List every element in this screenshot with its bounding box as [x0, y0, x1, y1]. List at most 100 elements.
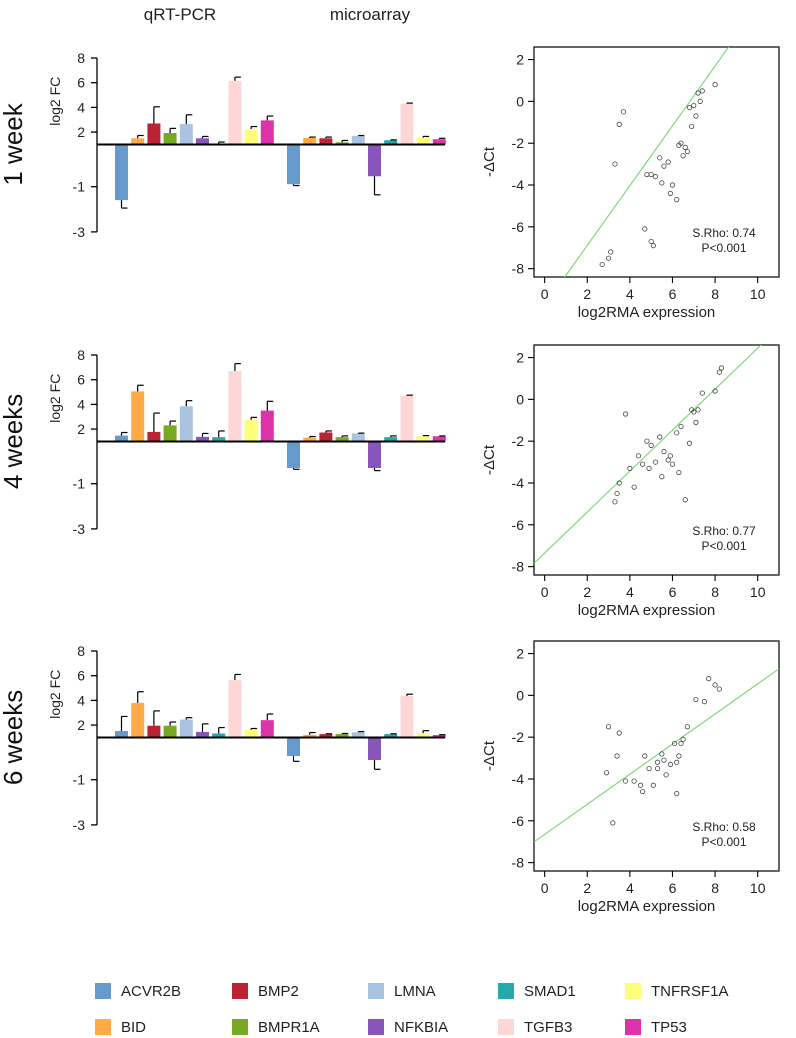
column-header-microarray: microarray — [330, 5, 411, 24]
x-tick-label: 4 — [626, 584, 634, 600]
scatter-point — [644, 438, 650, 444]
scatter-point — [614, 490, 620, 497]
scatter-point — [689, 407, 695, 413]
scatter-point — [667, 761, 673, 767]
bar — [432, 436, 446, 442]
scatter-point — [659, 180, 665, 186]
scatter-point — [716, 369, 722, 375]
scatter-point — [674, 430, 680, 436]
y-tick-label: 2 — [516, 646, 524, 662]
x-tick-label: 0 — [541, 880, 549, 896]
scatter-point — [680, 153, 686, 159]
x-axis-label: log2RMA expression — [578, 898, 716, 915]
scatter-point — [701, 699, 708, 705]
legend-swatch — [625, 983, 641, 999]
spearman-rho: S.Rho: 0.77 — [692, 524, 756, 538]
scatter-point — [637, 782, 644, 788]
bar — [244, 729, 258, 738]
row-title: 1 week — [0, 102, 28, 185]
scatter-point — [650, 243, 656, 249]
legend-swatch — [368, 983, 384, 999]
y-tick-label: -8 — [512, 855, 525, 871]
scatter-point — [686, 105, 693, 111]
row-title: 4 weeks — [0, 394, 28, 489]
legend-label: TGFB3 — [524, 1018, 573, 1036]
figure: qRT-PCR microarray 1 week log2 FC 8 6 4 2 -1 -3… — [0, 5, 780, 915]
legend-swatch — [95, 983, 111, 999]
y-tick-label: -4 — [512, 177, 525, 193]
scatter-point — [623, 778, 629, 784]
spearman-rho: S.Rho: 0.58 — [692, 820, 756, 834]
legend-swatch — [232, 983, 248, 999]
scatter-point — [697, 98, 703, 104]
y-tick-label: -4 — [512, 475, 525, 491]
y-tick-label: -8 — [512, 261, 525, 277]
scatter-point — [657, 155, 663, 161]
y-tick-label: -1 — [73, 772, 86, 788]
bar — [384, 140, 398, 145]
plot-frame — [533, 640, 780, 872]
scatter-point — [680, 736, 686, 742]
bar — [319, 138, 333, 145]
bar — [335, 142, 349, 145]
scatter-point — [674, 759, 680, 765]
scatter-point — [672, 740, 678, 747]
scatter-point — [612, 161, 618, 167]
y-tick-label: 8 — [77, 347, 85, 363]
bar — [335, 437, 349, 442]
y-tick-label: 0 — [516, 687, 524, 703]
x-tick-label: 4 — [626, 286, 634, 302]
legend-label: TNFRSF1A — [651, 982, 729, 1000]
x-tick-label: 6 — [669, 286, 677, 302]
scatter-point — [650, 782, 656, 788]
scatter-point — [665, 457, 671, 463]
y-tick-label: -4 — [512, 771, 525, 787]
y-tick-label: -6 — [512, 517, 525, 533]
scatter-point — [614, 753, 620, 759]
scatter-point — [695, 90, 701, 96]
scatter-point — [686, 440, 693, 446]
bar — [179, 124, 193, 145]
bar — [335, 734, 349, 738]
y-tick-label: 6 — [77, 372, 85, 388]
scatter-point — [678, 740, 684, 747]
y-axis-label: log2 FC — [47, 374, 63, 423]
legend-label: LMNA — [394, 982, 436, 1000]
x-tick-label: 2 — [583, 584, 591, 600]
scatter-point — [661, 449, 667, 455]
column-header-qrt-pcr: qRT-PCR — [144, 5, 216, 24]
scatter-point — [631, 778, 637, 784]
scatter-point — [646, 465, 652, 471]
bar — [432, 735, 446, 738]
scatter-point — [693, 113, 699, 119]
scatter-point — [712, 388, 718, 394]
bar — [179, 719, 193, 738]
scatter-point — [678, 140, 684, 146]
bar — [115, 435, 128, 442]
scatter-point — [667, 190, 673, 196]
y-tick-label: 2 — [77, 421, 85, 437]
bar — [400, 696, 414, 738]
legend-label: TP53 — [651, 1018, 687, 1036]
legend-item: SMAD1 — [498, 980, 576, 1002]
legend-item: NFKBIA — [368, 1016, 448, 1038]
bar — [319, 734, 333, 738]
bar — [196, 138, 209, 145]
bar — [228, 80, 242, 145]
x-tick-label: 10 — [750, 286, 766, 302]
p-value: P<0.001 — [701, 241, 746, 255]
y-tick-label: -8 — [512, 559, 525, 575]
x-tick-label: 2 — [583, 286, 591, 302]
bar — [287, 144, 300, 185]
legend-swatch — [498, 1019, 514, 1035]
bar — [287, 441, 300, 468]
scatter-point — [661, 163, 667, 169]
scatter-point — [657, 434, 663, 440]
legend-swatch — [368, 1019, 384, 1035]
legend-item: TP53 — [625, 1016, 687, 1038]
scatter-point — [663, 772, 669, 778]
scatter-point — [620, 109, 627, 115]
bar — [287, 737, 300, 757]
scatter-point — [706, 676, 712, 682]
row-title: 6 weeks — [0, 690, 28, 785]
